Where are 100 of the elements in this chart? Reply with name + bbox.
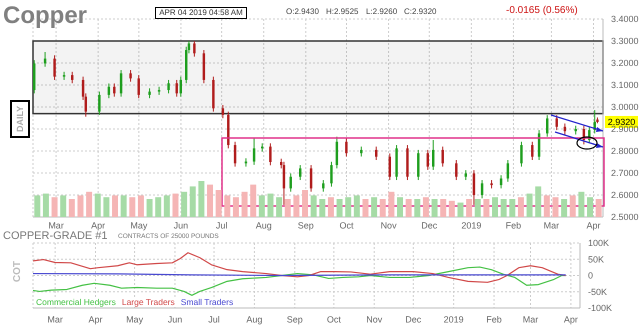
bar <box>60 195 66 217</box>
bar <box>328 197 334 217</box>
x-tick-label: Apr <box>91 220 106 230</box>
candlestick <box>330 161 333 188</box>
bar <box>181 192 188 217</box>
text: Large Traders <box>122 297 175 307</box>
bar <box>68 199 75 217</box>
y-tick-label: -100K <box>588 303 612 314</box>
candlestick <box>322 180 325 192</box>
candlestick <box>71 71 74 84</box>
candlestick <box>480 180 484 199</box>
candlestick <box>345 138 348 157</box>
candlestick <box>432 140 434 170</box>
bar <box>293 195 300 217</box>
candlestick <box>234 141 236 168</box>
bar <box>371 197 378 217</box>
y-tick-label: 0 <box>588 270 594 281</box>
y-tick-label: 2.8000 <box>611 146 639 156</box>
x-tick-label: Oct <box>339 220 354 230</box>
series-label: Commercial Hedgers <box>36 297 116 307</box>
text: APR 04 2019 04:58 AM <box>155 7 247 19</box>
candlestick <box>556 114 558 131</box>
bar <box>526 194 533 217</box>
candlestick <box>98 91 101 116</box>
candlestick <box>282 161 286 206</box>
y-tick-label: -50K <box>588 286 608 297</box>
y-tick-label: 3.1000 <box>611 80 639 90</box>
candlestick <box>506 160 510 182</box>
bar <box>190 186 196 217</box>
x-tick-label: Dec <box>421 220 438 230</box>
bar <box>587 197 594 217</box>
bar <box>388 192 394 217</box>
x-tick-label: Apr <box>88 314 103 324</box>
y-axis-title: COT <box>12 261 23 282</box>
candlestick <box>290 172 292 192</box>
bar <box>474 199 481 217</box>
candlestick <box>113 82 116 98</box>
bar <box>552 197 558 217</box>
text: C:2.9320 <box>404 7 436 16</box>
text: H:2.9525 <box>326 7 358 16</box>
x-tick-label: Feb <box>486 314 502 324</box>
y-tick-label: 2.5000 <box>611 212 639 222</box>
y-tick-label: 3.0000 <box>611 102 639 112</box>
bar <box>250 184 256 217</box>
bar <box>52 197 58 217</box>
candlestick <box>546 114 548 138</box>
bar <box>284 199 291 217</box>
bar <box>578 192 584 217</box>
bar <box>164 195 170 217</box>
candlestick <box>388 152 392 181</box>
y-tick-label: 3.3000 <box>611 36 639 46</box>
bar <box>242 192 248 217</box>
bar <box>397 197 404 217</box>
candlestick <box>464 170 468 181</box>
bar <box>129 197 136 217</box>
text: -0.0165 (0.56%) <box>506 5 578 16</box>
bar <box>216 190 222 217</box>
x-tick-label: Sep <box>298 220 314 230</box>
candlestick <box>520 141 523 168</box>
candlestick <box>375 146 378 161</box>
bar <box>466 199 472 217</box>
bar <box>319 199 326 217</box>
candlestick <box>53 54 56 80</box>
bar <box>120 195 127 217</box>
candlestick <box>426 149 430 170</box>
x-tick-label: Aug <box>256 220 272 230</box>
candlestick <box>299 164 302 181</box>
x-tick-label: Mar <box>544 220 560 230</box>
bar <box>155 197 162 217</box>
bar <box>207 184 214 217</box>
text: DAILY <box>10 100 30 138</box>
bar <box>500 199 507 217</box>
candlestick <box>222 104 224 119</box>
x-tick-label: Nov <box>366 314 383 324</box>
x-tick-label: Jul <box>216 220 228 230</box>
chart-title: COPPER-GRADE #1 <box>3 230 108 242</box>
bar <box>258 195 265 217</box>
x-tick-label: Apr <box>586 220 601 230</box>
bar <box>86 192 92 217</box>
x-tick-label: Nov <box>380 220 398 230</box>
text: Small Traders <box>180 297 234 307</box>
bar <box>406 199 412 217</box>
bar <box>570 195 576 217</box>
candlestick <box>442 146 444 168</box>
bar <box>561 199 568 217</box>
bar <box>112 195 118 217</box>
x-tick-label: Jul <box>208 314 220 324</box>
candlestick <box>180 76 182 98</box>
bar <box>345 197 352 217</box>
bar <box>422 197 429 217</box>
bar <box>138 195 144 217</box>
bar <box>440 199 446 217</box>
candlestick <box>472 170 476 206</box>
candlestick <box>564 123 566 135</box>
x-tick-label: Mar <box>47 314 63 324</box>
candlestick <box>120 70 122 98</box>
candlestick <box>138 74 140 99</box>
y-tick-label: 2.6000 <box>611 190 639 200</box>
bar <box>302 190 308 217</box>
y-tick-label: 2.7000 <box>611 168 639 178</box>
